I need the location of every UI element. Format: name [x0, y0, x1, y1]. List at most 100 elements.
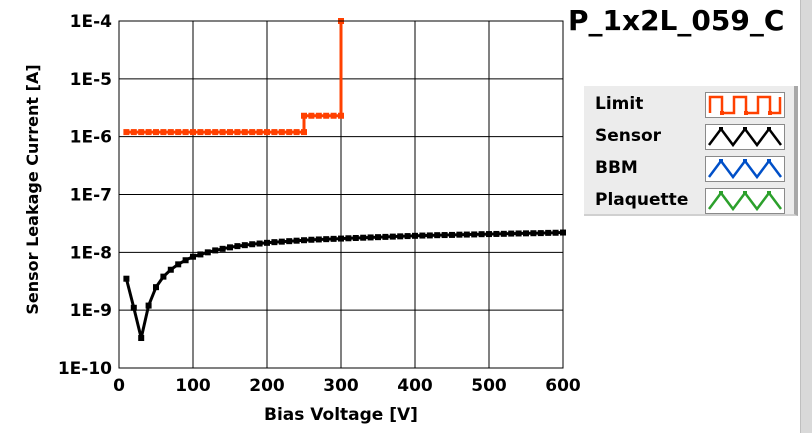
data-point-limit: [227, 129, 233, 136]
data-point-sensor: [286, 238, 293, 245]
legend-item-limit[interactable]: Limit: [584, 88, 794, 120]
data-point-sensor: [463, 231, 470, 238]
data-point-limit: [301, 129, 307, 136]
data-point-sensor: [167, 266, 174, 273]
triangle-wave-icon[interactable]: [705, 188, 785, 214]
data-point-limit: [219, 129, 226, 136]
data-point-limit: [338, 112, 344, 119]
data-point-sensor: [500, 230, 507, 237]
data-point-sensor: [227, 244, 233, 251]
data-point-sensor: [138, 335, 145, 342]
data-point-sensor: [338, 235, 344, 242]
data-point-sensor: [471, 231, 478, 238]
y-tick-label: 1E-10: [58, 359, 112, 379]
data-point-sensor: [271, 239, 278, 246]
y-tick-label: 1E-4: [70, 12, 112, 32]
data-point-limit: [138, 129, 145, 136]
square-wave-icon[interactable]: [705, 92, 785, 118]
data-point-sensor: [330, 235, 337, 242]
data-point-sensor: [256, 240, 263, 247]
data-point-sensor: [493, 230, 500, 237]
data-point-sensor: [426, 232, 433, 239]
tick-labels: 0 100 200 300 400 500 600 1E-10 1E-9 1E-8 1E-7 1E-6…: [58, 12, 581, 396]
data-point-limit: [271, 129, 278, 136]
data-point-sensor: [308, 236, 315, 243]
data-point-limit: [204, 129, 211, 136]
data-point-sensor: [397, 233, 404, 240]
legend-label: Sensor: [595, 126, 662, 146]
legend-item-bbm[interactable]: BBM: [584, 152, 794, 184]
data-point-limit: [278, 129, 285, 136]
x-tick-label: 100: [175, 376, 211, 396]
data-point-sensor: [375, 234, 381, 241]
x-tick-label: 200: [249, 376, 285, 396]
x-tick-label: 600: [545, 376, 581, 396]
y-tick-label: 1E-6: [70, 128, 112, 148]
triangle-wave-icon[interactable]: [705, 156, 785, 182]
data-point-sensor: [219, 245, 226, 252]
data-point-limit: [167, 129, 174, 136]
x-tick-label: 400: [397, 376, 433, 396]
data-point-limit: [293, 129, 300, 136]
data-point-limit: [308, 112, 315, 119]
data-point-sensor: [523, 230, 529, 237]
data-point-sensor: [449, 231, 455, 238]
data-point-limit: [286, 129, 293, 136]
data-point-sensor: [441, 232, 448, 239]
data-point-limit: [323, 112, 330, 119]
data-point-sensor: [301, 237, 307, 244]
window-scrollbar[interactable]: [800, 0, 812, 433]
series-layer: [123, 18, 566, 342]
data-point-sensor: [478, 231, 485, 238]
data-point-limit: [301, 112, 307, 119]
data-point-limit: [212, 129, 219, 136]
y-tick-label: 1E-8: [70, 243, 112, 263]
data-point-sensor: [434, 232, 441, 239]
data-point-sensor: [404, 233, 411, 240]
data-point-limit: [175, 129, 182, 136]
data-point-sensor: [412, 232, 418, 239]
data-point-limit: [145, 129, 152, 136]
legend-label: Plaquette: [595, 190, 689, 210]
plot-title: P_1x2L_059_C: [568, 4, 785, 37]
data-point-sensor: [278, 238, 285, 245]
data-point-sensor: [419, 232, 426, 239]
data-point-limit: [264, 129, 270, 136]
legend-item-plaquette[interactable]: Plaquette: [584, 184, 794, 216]
legend-label: Limit: [595, 94, 644, 114]
data-point-limit: [315, 112, 322, 119]
data-point-sensor: [315, 236, 322, 243]
data-point-limit: [160, 129, 167, 136]
data-point-sensor: [130, 304, 137, 311]
data-point-sensor: [153, 284, 159, 291]
data-point-sensor: [508, 230, 515, 237]
data-point-sensor: [293, 237, 300, 244]
y-tick-label: 1E-5: [70, 70, 112, 90]
data-point-limit: [182, 129, 189, 136]
data-point-limit: [330, 112, 337, 119]
legend-label: BBM: [595, 158, 638, 178]
data-point-sensor: [323, 236, 330, 243]
data-point-sensor: [234, 243, 241, 250]
y-tick-label: 1E-7: [70, 186, 112, 206]
data-point-sensor: [241, 242, 248, 249]
data-point-limit: [249, 129, 256, 136]
data-point-sensor: [212, 247, 219, 254]
legend-item-sensor[interactable]: Sensor: [584, 120, 794, 152]
data-point-sensor: [145, 302, 152, 309]
data-point-sensor: [382, 233, 389, 240]
triangle-wave-icon[interactable]: [705, 124, 785, 150]
data-point-sensor: [190, 253, 196, 260]
data-point-sensor: [486, 231, 492, 238]
data-point-sensor: [360, 234, 367, 241]
data-point-sensor: [545, 229, 552, 236]
data-point-sensor: [204, 249, 211, 256]
data-point-sensor: [182, 257, 189, 264]
data-point-sensor: [389, 233, 396, 240]
data-point-sensor: [537, 230, 544, 237]
data-point-sensor: [367, 234, 374, 241]
x-tick-label: 500: [471, 376, 507, 396]
data-point-limit: [241, 129, 248, 136]
data-point-sensor: [264, 239, 270, 246]
